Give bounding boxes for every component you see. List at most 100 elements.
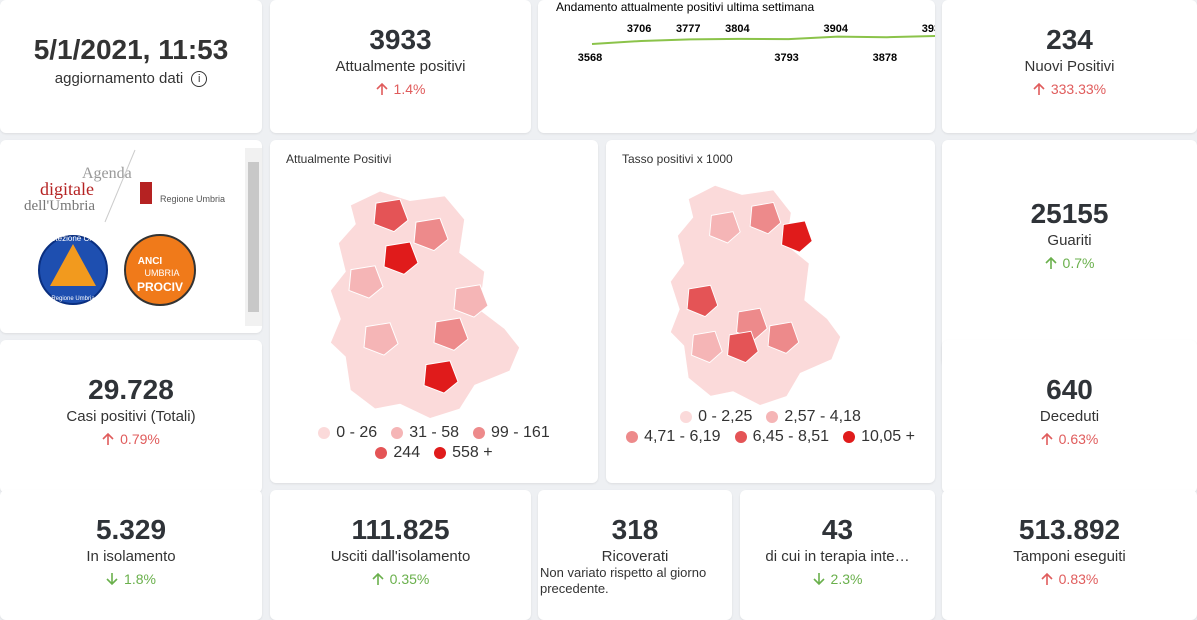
legend-label: 4,71 - 6,19 bbox=[644, 428, 721, 445]
legend-label: 6,45 - 8,51 bbox=[752, 428, 830, 445]
kpi-card: 111.825 Usciti dall'isolamento 0.35% bbox=[270, 490, 531, 620]
legend-label: 0 - 26 bbox=[336, 424, 378, 441]
region bbox=[423, 360, 459, 394]
kpi-value: 25155 bbox=[1030, 198, 1109, 229]
sparkline-label: 3804 bbox=[725, 23, 750, 35]
kpi-label: Tamponi eseguiti bbox=[1013, 548, 1126, 565]
kpi-value: 111.825 bbox=[351, 514, 450, 545]
logo-triangle bbox=[50, 244, 96, 286]
region bbox=[709, 211, 741, 244]
region bbox=[363, 322, 399, 356]
kpi-change: 0.7% bbox=[942, 255, 1197, 271]
logo-circle bbox=[124, 234, 196, 306]
region bbox=[781, 220, 813, 253]
kpi-change: 0.83% bbox=[942, 571, 1197, 587]
trend-arrow bbox=[102, 432, 114, 445]
arrow-path bbox=[375, 82, 388, 95]
arrow-path bbox=[1041, 432, 1053, 445]
kpi-change: 0.79% bbox=[0, 431, 262, 447]
legend-item: 99 - 161 bbox=[473, 424, 550, 442]
kpi-card: 234 Nuovi Positivi 333.33% bbox=[942, 0, 1197, 133]
kpi-card: 29.728 Casi positivi (Totali) 0.79% bbox=[0, 340, 262, 493]
legend-label: 244 bbox=[393, 444, 421, 461]
region bbox=[691, 330, 723, 364]
info-icon[interactable]: i bbox=[191, 70, 208, 87]
arrow-path bbox=[1041, 572, 1053, 585]
sparkline-card: Andamento attualmente positivi ultima se… bbox=[538, 0, 935, 133]
legend-dot bbox=[391, 427, 404, 439]
sparkline-line bbox=[591, 35, 935, 45]
legend-label: 31 - 58 bbox=[409, 424, 459, 441]
map bbox=[329, 189, 521, 420]
kpi-label: Casi positivi (Totali) bbox=[66, 408, 196, 425]
label: aggiornamento dati bbox=[54, 70, 184, 87]
legend-label: 99 - 161 bbox=[491, 424, 550, 441]
trend-arrow bbox=[1044, 256, 1057, 269]
logo-text: Agenda bbox=[82, 165, 132, 182]
timestamp: 5/1/2021, 11:53 bbox=[33, 34, 229, 65]
region bbox=[329, 189, 521, 420]
kpi-change: 333.33% bbox=[942, 81, 1197, 97]
kpi-change: 0.63% bbox=[942, 431, 1197, 447]
region bbox=[749, 201, 782, 235]
kpi-card: 3933 Attualmente positivi 1.4% bbox=[270, 0, 531, 133]
kpi-note: Non variato rispetto al giorno precedent… bbox=[540, 565, 707, 596]
logo-text: Regione Umbria bbox=[51, 296, 95, 302]
map-shape bbox=[329, 189, 521, 420]
legend-dot bbox=[434, 447, 447, 459]
trend-arrow bbox=[812, 573, 825, 586]
arrow-path bbox=[102, 432, 114, 445]
kpi-card: 318 Ricoverati Non variato rispetto al gio… bbox=[538, 490, 732, 620]
scrollbar-thumb[interactable] bbox=[248, 162, 259, 312]
map-title: Attualmente Positivi bbox=[286, 152, 392, 166]
arrow-path bbox=[1033, 82, 1045, 95]
logo-text: PROCIV bbox=[137, 280, 183, 294]
map-shape bbox=[669, 184, 842, 407]
kpi-label: di cui in terapia inte… bbox=[765, 548, 910, 565]
kpi-label: Nuovi Positivi bbox=[1024, 58, 1115, 75]
arrow-path bbox=[106, 573, 118, 586]
legend-dot bbox=[318, 427, 331, 439]
legend-dot bbox=[375, 447, 388, 459]
arrow-path bbox=[812, 573, 825, 586]
arrow-path bbox=[372, 572, 384, 585]
map-legend: 0 - 26 31 - 58 99 - 161 244 558 + bbox=[290, 424, 578, 462]
region bbox=[373, 198, 409, 233]
change-value: 1.4% bbox=[393, 81, 426, 97]
logos: Agenda digitale dell'Umbria Regione Umbr… bbox=[24, 148, 262, 326]
logos-card: Agenda digitale dell'Umbria Regione Umbr… bbox=[0, 140, 262, 333]
kpi-label: Guariti bbox=[1047, 232, 1092, 249]
region bbox=[413, 217, 449, 252]
change-value: 333.33% bbox=[1050, 81, 1107, 97]
region bbox=[348, 265, 384, 299]
legend-item: 2,57 - 4,18 bbox=[766, 408, 861, 426]
logo-text: digitale bbox=[40, 179, 94, 199]
legend-item: 6,45 - 8,51 bbox=[734, 428, 830, 446]
logo-text: dell'Umbria bbox=[24, 198, 95, 214]
kpi-label: Ricoverati bbox=[601, 548, 669, 565]
trend-arrow bbox=[106, 573, 118, 586]
sparkline-label: 3706 bbox=[627, 23, 651, 35]
arrow-path bbox=[1044, 256, 1057, 269]
trend-arrow bbox=[375, 82, 388, 95]
sparkline: Andamento attualmente positivi ultima se… bbox=[556, 0, 935, 64]
kpi-label: Usciti dall'isolamento bbox=[330, 548, 471, 565]
region bbox=[383, 241, 419, 275]
map-card: Attualmente Positivi 0 - 26 31 - 58 99 - 16… bbox=[270, 140, 598, 483]
map-legend: 0 - 2,25 2,57 - 4,18 4,71 - 6,19 6,45 - 8,5… bbox=[626, 408, 915, 446]
legend-item: 558 + bbox=[434, 444, 493, 462]
change-value: 0.79% bbox=[120, 431, 160, 447]
trend-arrow bbox=[1041, 572, 1053, 585]
legend-label: 0 - 2,25 bbox=[698, 408, 753, 425]
legend-item: 244 bbox=[375, 444, 420, 462]
kpi-change: 2.3% bbox=[740, 571, 935, 587]
kpi-label: Deceduti bbox=[1039, 408, 1100, 425]
change-value: 2.3% bbox=[830, 571, 863, 587]
change-value: 0.7% bbox=[1062, 255, 1095, 271]
sparkline-title: Andamento attualmente positivi ultima se… bbox=[556, 0, 814, 14]
kpi-change: 0.35% bbox=[270, 571, 531, 587]
divider bbox=[104, 149, 136, 223]
kpi-value: 513.892 bbox=[1018, 514, 1121, 545]
region bbox=[453, 284, 489, 318]
kpi-value: 43 bbox=[821, 514, 854, 545]
